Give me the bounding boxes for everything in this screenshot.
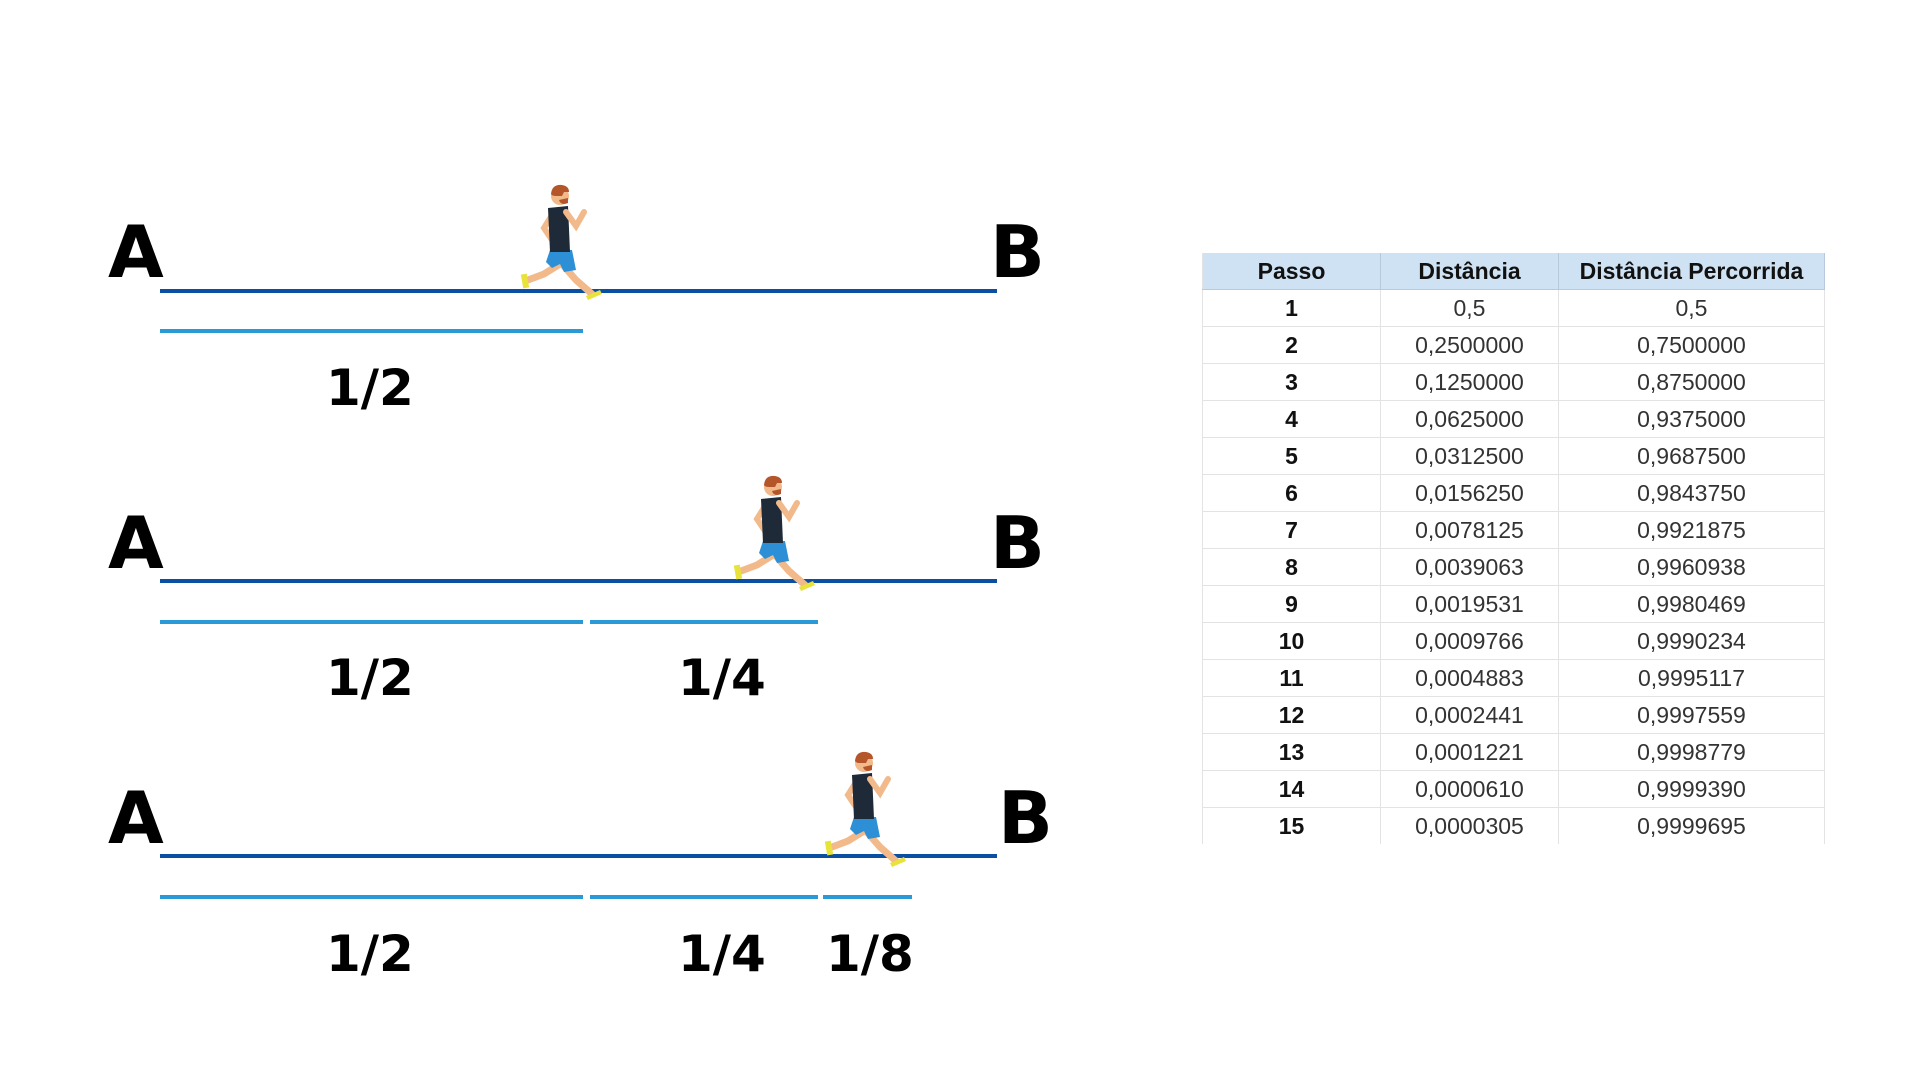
cell-distancia: 0,5	[1380, 289, 1559, 327]
point-b-label: B	[990, 501, 1045, 585]
table-row: 9 0,0019531 0,9980469	[1202, 585, 1825, 623]
table-row: 4 0,0625000 0,9375000	[1202, 400, 1825, 438]
table-body: 1 0,5 0,5 2 0,2500000 0,7500000 3 0,1250000 0,87…	[1202, 289, 1825, 844]
cell-distancia: 0,0001221	[1380, 733, 1559, 771]
cell-passo: 7	[1202, 511, 1381, 549]
cell-distancia: 0,0000305	[1380, 807, 1559, 844]
fraction-label: 1/2	[326, 649, 414, 707]
cell-passo: 9	[1202, 585, 1381, 623]
runner-icon	[521, 185, 602, 300]
cell-distancia: 0,0019531	[1380, 585, 1559, 623]
diagram-row-2: A B 1/2 1/4	[108, 476, 1045, 707]
cell-distancia-percorrida: 0,9375000	[1558, 400, 1825, 438]
distance-table-container: Passo Distância Distância Percorrida 1 0,…	[1202, 253, 1825, 844]
cell-distancia: 0,0625000	[1380, 400, 1559, 438]
cell-passo: 15	[1202, 807, 1381, 844]
cell-distancia: 0,2500000	[1380, 326, 1559, 364]
table-row: 14 0,0000610 0,9999390	[1202, 770, 1825, 808]
distance-table: Passo Distância Distância Percorrida 1 0,…	[1202, 253, 1825, 844]
cell-distancia: 0,1250000	[1380, 363, 1559, 401]
cell-distancia-percorrida: 0,9990234	[1558, 622, 1825, 660]
fraction-label: 1/8	[826, 925, 914, 983]
cell-distancia-percorrida: 0,5	[1558, 289, 1825, 327]
header-distancia-percorrida: Distância Percorrida	[1558, 253, 1825, 290]
header-distancia: Distância	[1380, 253, 1559, 290]
cell-distancia-percorrida: 0,9999390	[1558, 770, 1825, 808]
cell-distancia-percorrida: 0,9999695	[1558, 807, 1825, 844]
cell-distancia-percorrida: 0,9997559	[1558, 696, 1825, 734]
point-a-label: A	[108, 210, 164, 294]
table-row: 2 0,2500000 0,7500000	[1202, 326, 1825, 364]
table-row: 8 0,0039063 0,9960938	[1202, 548, 1825, 586]
table-row: 6 0,0156250 0,9843750	[1202, 474, 1825, 512]
cell-passo: 3	[1202, 363, 1381, 401]
cell-distancia: 0,0078125	[1380, 511, 1559, 549]
cell-passo: 6	[1202, 474, 1381, 512]
point-a-label: A	[108, 501, 164, 585]
cell-distancia-percorrida: 0,9921875	[1558, 511, 1825, 549]
table-row: 15 0,0000305 0,9999695	[1202, 807, 1825, 844]
header-passo: Passo	[1202, 253, 1381, 290]
table-row: 5 0,0312500 0,9687500	[1202, 437, 1825, 475]
runner-icon	[825, 752, 906, 867]
fraction-label: 1/2	[326, 925, 414, 983]
point-b-label: B	[998, 776, 1053, 860]
point-a-label: A	[108, 776, 164, 860]
cell-distancia-percorrida: 0,9960938	[1558, 548, 1825, 586]
cell-passo: 14	[1202, 770, 1381, 808]
table-row: 11 0,0004883 0,9995117	[1202, 659, 1825, 697]
table-header-row: Passo Distância Distância Percorrida	[1202, 253, 1825, 290]
cell-passo: 1	[1202, 289, 1381, 327]
table-row: 1 0,5 0,5	[1202, 289, 1825, 327]
cell-passo: 8	[1202, 548, 1381, 586]
zeno-paradox-diagram: A B 1/2 A B 1/2 1/4 A B 1/2 1/4 1/8	[108, 0, 1053, 983]
cell-distancia: 0,0156250	[1380, 474, 1559, 512]
cell-passo: 12	[1202, 696, 1381, 734]
cell-distancia-percorrida: 0,9980469	[1558, 585, 1825, 623]
fraction-label: 1/2	[326, 359, 414, 417]
cell-distancia: 0,0000610	[1380, 770, 1559, 808]
cell-distancia-percorrida: 0,9687500	[1558, 437, 1825, 475]
cell-distancia: 0,0312500	[1380, 437, 1559, 475]
cell-distancia-percorrida: 0,9998779	[1558, 733, 1825, 771]
diagram-row-3: A B 1/2 1/4 1/8	[108, 752, 1053, 983]
cell-passo: 2	[1202, 326, 1381, 364]
cell-distancia: 0,0002441	[1380, 696, 1559, 734]
table-row: 7 0,0078125 0,9921875	[1202, 511, 1825, 549]
cell-distancia-percorrida: 0,8750000	[1558, 363, 1825, 401]
cell-distancia-percorrida: 0,9843750	[1558, 474, 1825, 512]
cell-distancia: 0,0009766	[1380, 622, 1559, 660]
table-row: 13 0,0001221 0,9998779	[1202, 733, 1825, 771]
point-b-label: B	[990, 210, 1045, 294]
cell-passo: 5	[1202, 437, 1381, 475]
table-row: 3 0,1250000 0,8750000	[1202, 363, 1825, 401]
cell-passo: 13	[1202, 733, 1381, 771]
diagram-row-1: A B 1/2	[108, 185, 1045, 417]
cell-passo: 10	[1202, 622, 1381, 660]
cell-distancia-percorrida: 0,7500000	[1558, 326, 1825, 364]
cell-distancia: 0,0004883	[1380, 659, 1559, 697]
fraction-label: 1/4	[678, 649, 766, 707]
fraction-label: 1/4	[678, 925, 766, 983]
table-row: 12 0,0002441 0,9997559	[1202, 696, 1825, 734]
cell-distancia: 0,0039063	[1380, 548, 1559, 586]
cell-passo: 4	[1202, 400, 1381, 438]
table-row: 10 0,0009766 0,9990234	[1202, 622, 1825, 660]
cell-distancia-percorrida: 0,9995117	[1558, 659, 1825, 697]
runner-icon	[734, 476, 815, 591]
cell-passo: 11	[1202, 659, 1381, 697]
